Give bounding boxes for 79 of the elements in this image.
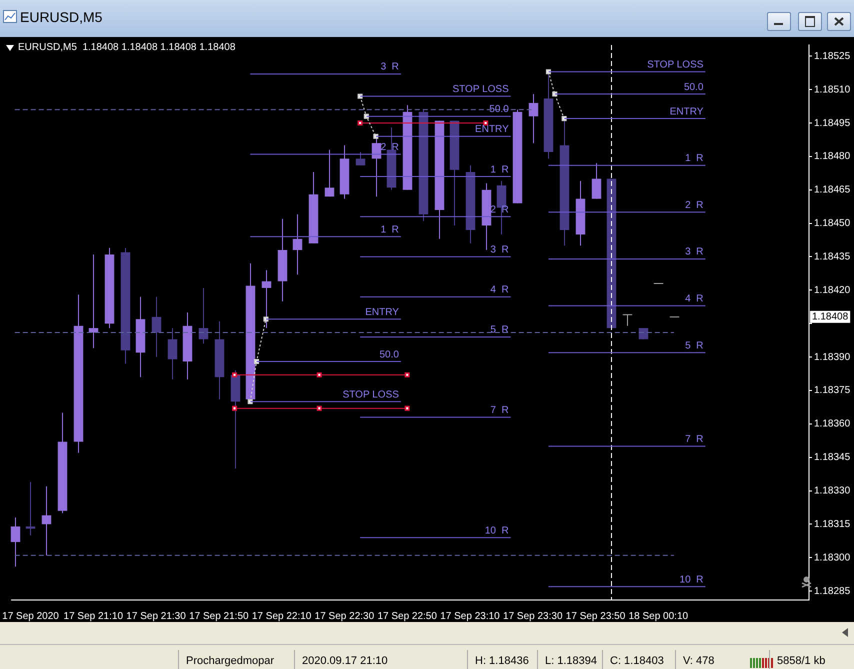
candlestick [292, 214, 302, 276]
annotation: 1 R [685, 153, 704, 164]
candlestick [10, 517, 20, 568]
annotation: 3 R [685, 246, 704, 258]
text: C: 1.18403 [610, 655, 664, 667]
y-tick-label: 1.18510 [814, 84, 851, 96]
x-tick-label: 18 Sep 00:10 [628, 610, 689, 622]
point [232, 372, 238, 378]
y-tick-label: 1.18480 [814, 151, 851, 162]
x-tick-label: 17 Sep 21:50 [189, 610, 250, 622]
candlestick [356, 151, 366, 166]
x-tick-label: 17 Sep 23:10 [440, 610, 500, 622]
annotation: 7 R [685, 434, 704, 445]
point [404, 406, 410, 411]
chart-subtitle: EURUSD,M5 1.18408 1.18408 1.18408 1.18408 [18, 42, 236, 53]
candlestick [496, 180, 506, 235]
chart-title: EURUSD,M5 [20, 9, 102, 25]
annotation: 50.0 [379, 349, 400, 360]
x-tick-label: 17 Sep 22:50 [377, 610, 438, 622]
y-tick-label: 1.18495 [814, 118, 851, 129]
y-tick-label: 1.18435 [814, 251, 851, 262]
annotation: 10 R [484, 525, 509, 536]
x-tick-label: 17 Sep 23:30 [503, 610, 563, 622]
text: 5858/1 kb [777, 655, 826, 667]
y-tick-label: 1.18345 [814, 452, 851, 464]
y-tick-label: 1.18330 [814, 486, 851, 497]
point [232, 406, 238, 411]
x-tick-label: 17 Sep 23:50 [566, 610, 626, 622]
y-tick-label: 1.18315 [814, 518, 851, 530]
candlestick [528, 94, 538, 144]
annotation: 4 R [685, 294, 704, 305]
y-tick-label: 1.18300 [814, 552, 851, 564]
x-tick-label: 17 Sep 2020 [2, 610, 60, 622]
annotation: 3 R [380, 62, 399, 73]
y-tick-label: 1.18465 [814, 184, 851, 196]
annotation: STOP LOSS [647, 59, 704, 70]
annotation: 5 R [685, 340, 704, 352]
text: Prochargedmopar [186, 655, 274, 667]
candlestick [168, 328, 178, 380]
annotation: 2 R [380, 142, 399, 153]
annotation: 3 R [490, 244, 509, 256]
text: H: 1.18436 [475, 655, 529, 667]
candlestick [324, 149, 334, 198]
y-tick-label: 1.18360 [814, 418, 851, 430]
y-tick-label: 1.18285 [814, 586, 851, 597]
text: V: 478 [683, 655, 714, 667]
annotation: ENTRY [670, 106, 704, 118]
annotation: 4 R [490, 284, 509, 296]
candlestick [622, 314, 633, 326]
x-tick-label: 17 Sep 21:10 [64, 610, 124, 622]
annotation: 7 R [490, 404, 509, 416]
text: L: 1.18394 [545, 655, 597, 667]
annotation: 2 R [685, 200, 704, 211]
y-tick-label: 1.18420 [814, 284, 851, 296]
annotation: STOP LOSS [342, 389, 400, 400]
x-tick-label: 17 Sep 21:30 [126, 610, 186, 622]
text: 2020.09.17 21:10 [302, 655, 388, 667]
candlestick [152, 296, 162, 358]
annotation: 50.0 [489, 104, 510, 116]
annotation: 50.0 [684, 82, 704, 93]
point [316, 372, 322, 378]
candlestick [592, 162, 602, 200]
x-tick-label: 17 Sep 22:10 [252, 610, 312, 622]
annotation: STOP LOSS [452, 84, 510, 96]
annotation: 1 R [380, 224, 399, 236]
y-tick-label: 1.18450 [814, 218, 851, 230]
annotation: 10 R [680, 574, 704, 586]
point [316, 406, 322, 411]
y-tick-label: 1.18375 [814, 385, 851, 396]
annotation: ENTRY [475, 124, 510, 136]
candlestick [42, 486, 52, 556]
point [358, 120, 363, 126]
text: 1.18408 [812, 312, 849, 323]
x-tick-label: 17 Sep 22:30 [314, 610, 375, 622]
point [404, 372, 410, 378]
y-tick-label: 1.18525 [814, 50, 851, 62]
annotation: ENTRY [365, 306, 400, 318]
annotation: 1 R [490, 164, 509, 176]
y-tick-label: 1.18390 [814, 352, 851, 363]
